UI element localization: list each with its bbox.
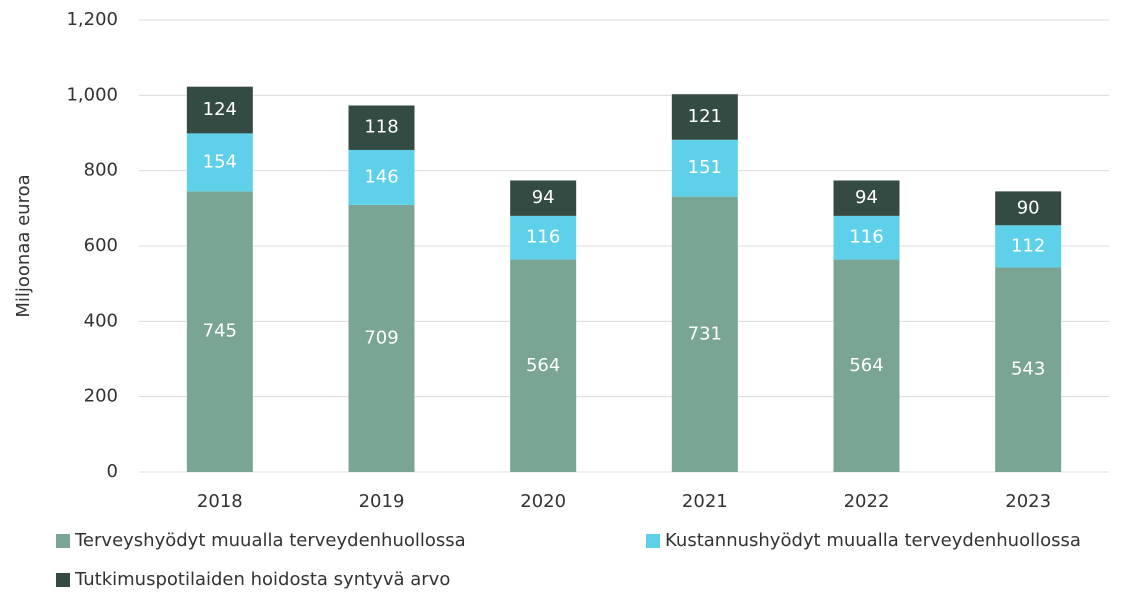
data-label: 564: [526, 355, 560, 376]
y-tick-label: 400: [84, 310, 118, 331]
y-axis-label: Miljoonaa euroa: [13, 174, 34, 317]
bar-segment: [671, 94, 738, 140]
legend-label: Tutkimuspotilaiden hoidosta syntyvä arvo: [74, 569, 450, 590]
bar-segment: [833, 180, 900, 216]
x-tick-label: 2021: [682, 491, 728, 512]
legend-label: Kustannushyödyt muualla terveydenhuollos…: [665, 530, 1081, 551]
x-tick-label: 2020: [520, 491, 566, 512]
data-label: 94: [532, 187, 555, 208]
x-tick-label: 2019: [359, 491, 405, 512]
bar-segment: [510, 180, 577, 216]
data-label: 116: [526, 227, 560, 248]
legend-swatch: [56, 573, 70, 587]
bar-segment: [833, 259, 900, 472]
data-label: 731: [688, 323, 722, 344]
data-label: 709: [364, 327, 398, 348]
data-label: 121: [688, 106, 722, 127]
data-label: 112: [1011, 235, 1045, 256]
y-tick-label: 0: [107, 461, 118, 482]
legend-swatch: [646, 534, 660, 548]
x-tick-label: 2022: [844, 491, 890, 512]
data-label: 154: [203, 151, 237, 172]
legend-label: Terveyshyödyt muualla terveydenhuollossa: [74, 530, 466, 551]
bar-segment: [510, 215, 577, 260]
bar-segment: [995, 225, 1062, 268]
data-label: 94: [855, 187, 878, 208]
bar-segment: [995, 191, 1062, 226]
bar-segment: [348, 105, 415, 150]
data-label: 118: [364, 117, 398, 138]
bar-segment: [186, 191, 253, 472]
bar-segment: [186, 86, 253, 134]
data-label: 116: [849, 227, 883, 248]
bar-segment: [186, 133, 253, 192]
data-label: 146: [364, 166, 398, 187]
data-label: 543: [1011, 359, 1045, 380]
y-tick-label: 600: [84, 235, 118, 256]
y-tick-label: 1,000: [66, 84, 118, 105]
legend-swatch: [56, 534, 70, 548]
y-tick-label: 200: [84, 386, 118, 407]
bar-segment: [671, 139, 738, 197]
bar-segment: [510, 259, 577, 472]
y-tick-label: 1,200: [66, 9, 118, 30]
bar-segment: [671, 196, 738, 472]
data-label: 564: [849, 355, 883, 376]
x-tick-label: 2018: [197, 491, 243, 512]
data-label: 124: [203, 99, 237, 120]
x-tick-label: 2023: [1005, 491, 1051, 512]
y-tick-label: 800: [84, 160, 118, 181]
data-label: 151: [688, 157, 722, 178]
bar-segment: [348, 204, 415, 472]
data-label: 90: [1017, 197, 1040, 218]
data-label: 745: [203, 321, 237, 342]
bar-segment: [348, 149, 415, 205]
bar-segment: [833, 215, 900, 260]
bar-segment: [995, 267, 1062, 472]
